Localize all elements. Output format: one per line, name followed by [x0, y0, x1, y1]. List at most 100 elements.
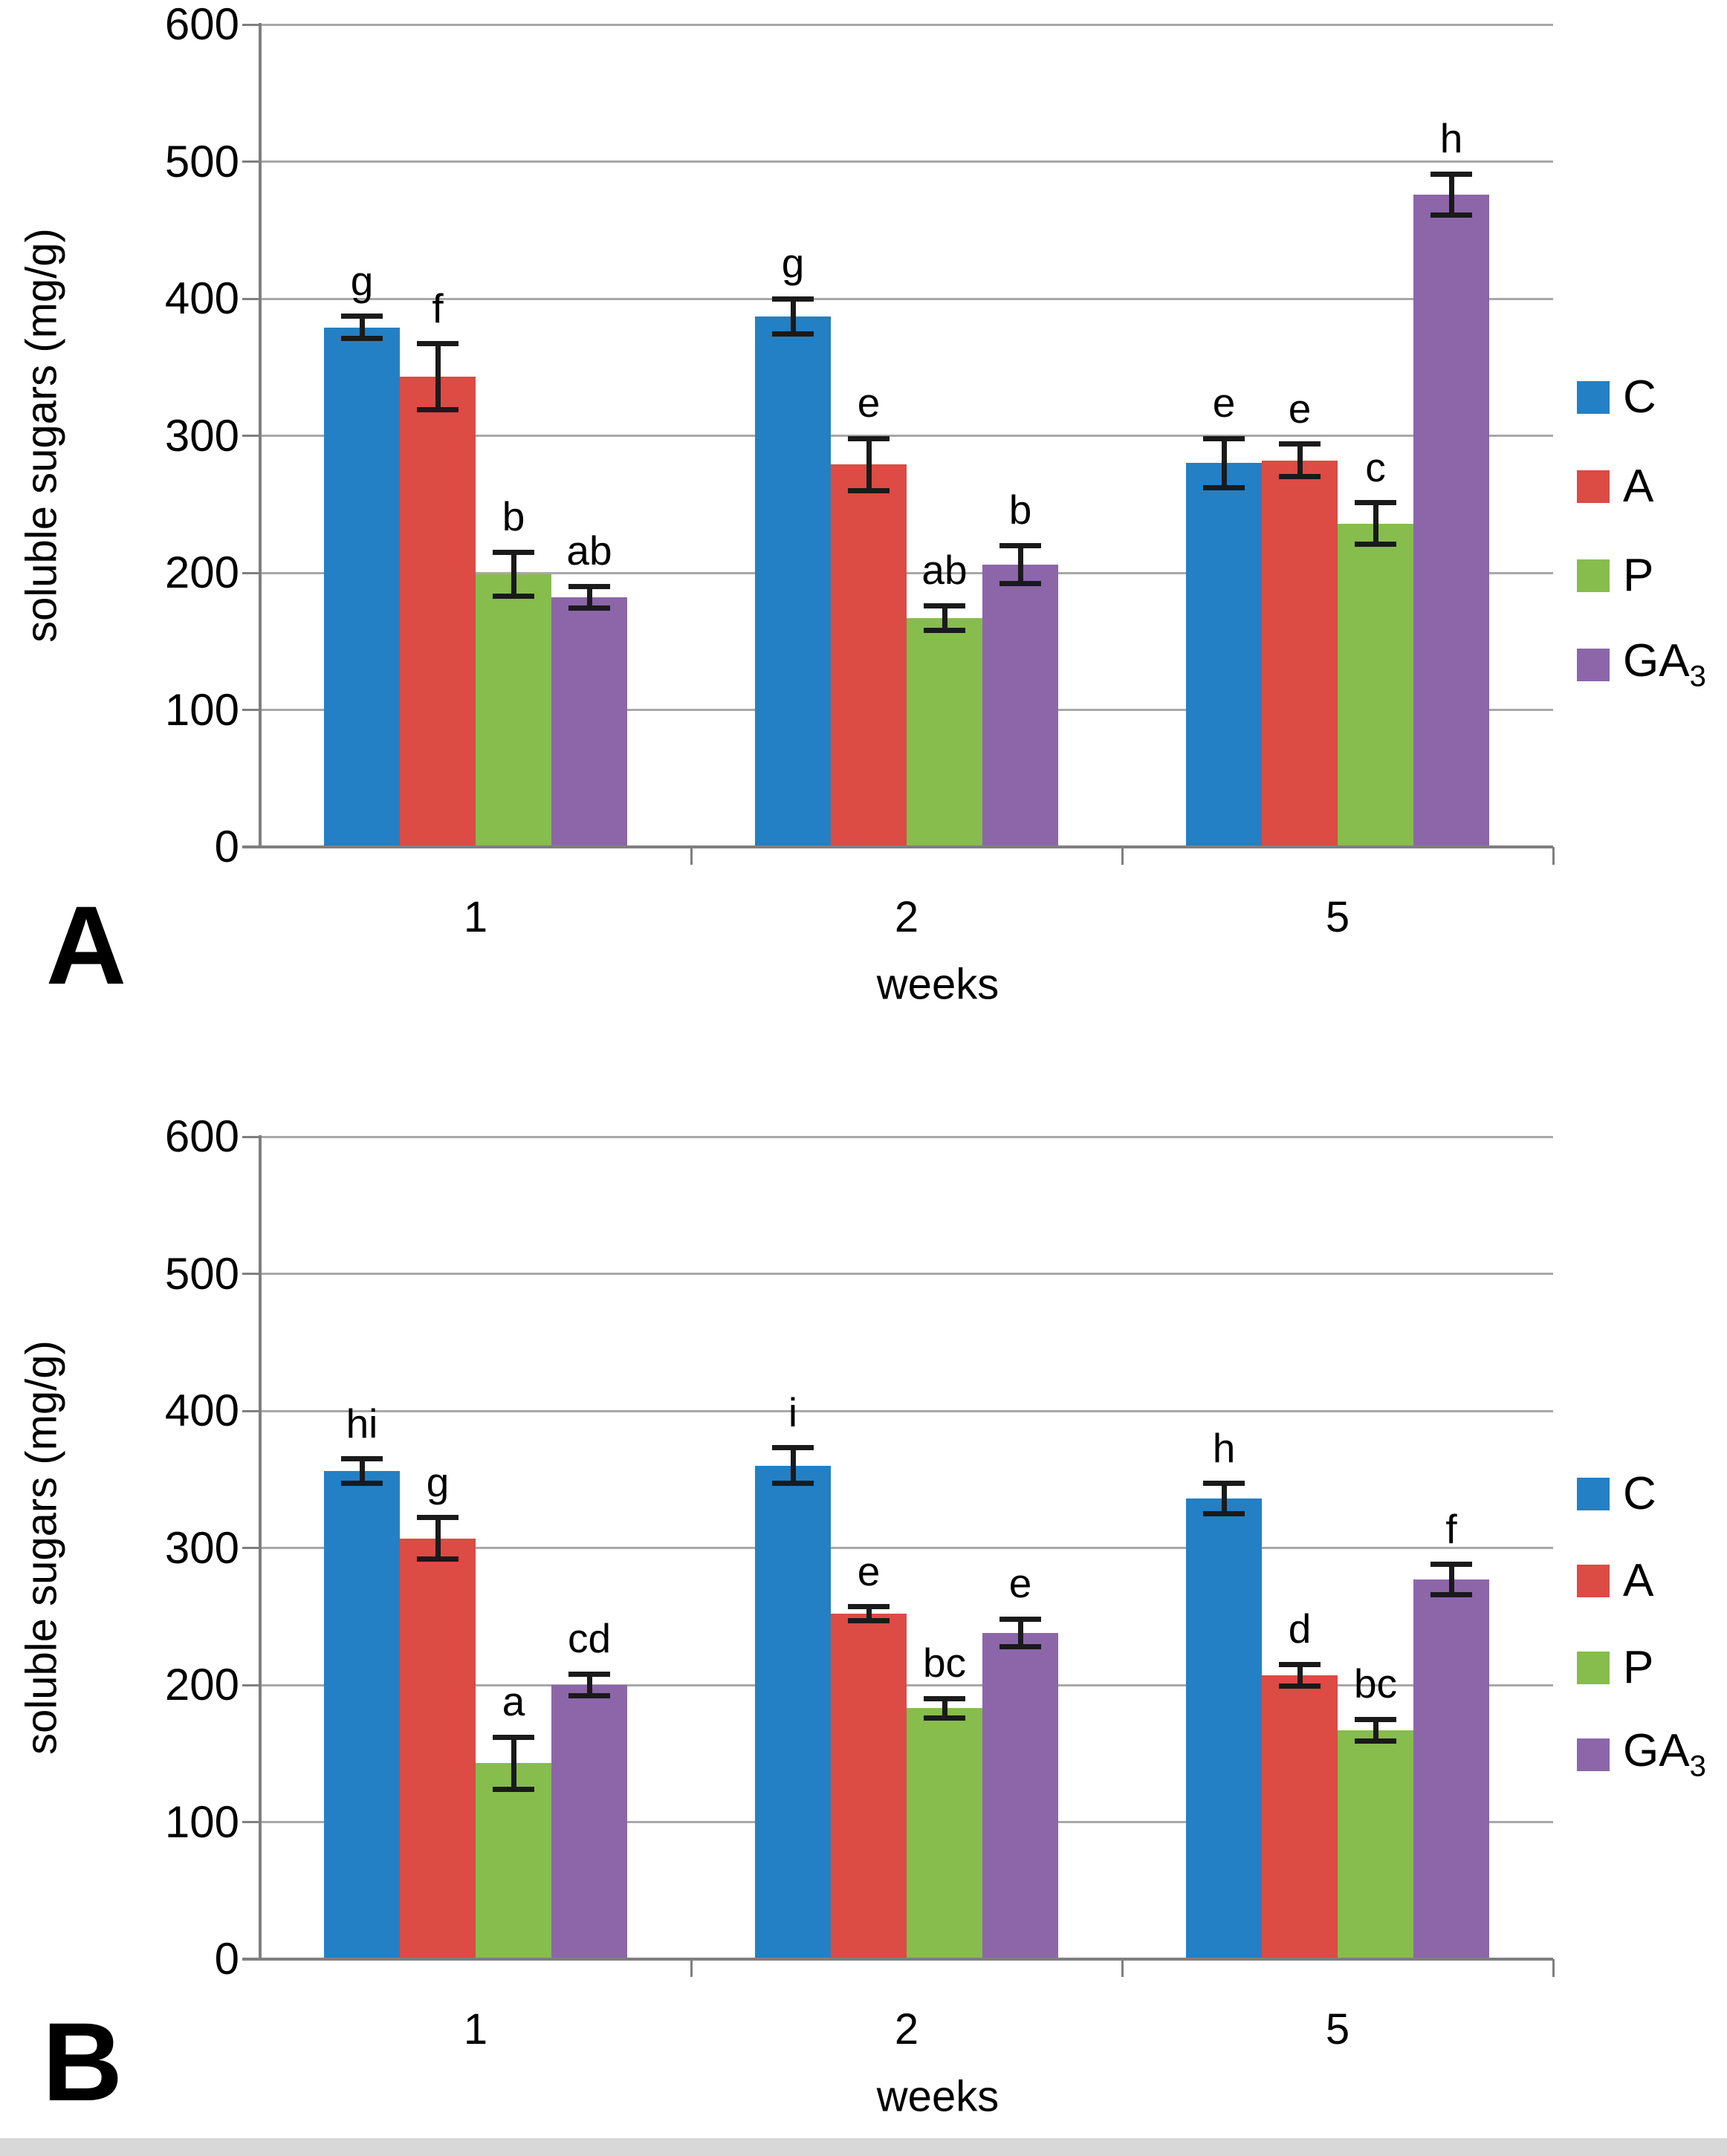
bar-P-week1	[476, 574, 551, 847]
y-tick-500	[242, 1273, 260, 1275]
y-tick-200	[242, 571, 260, 574]
error-bar-C-week1	[359, 1458, 365, 1484]
error-cap-bottom	[1430, 212, 1472, 218]
legend-label-GA3: GA3	[1623, 635, 1706, 693]
sig-letter-A-week2: e	[857, 380, 881, 426]
error-cap-bottom	[493, 593, 534, 599]
legend-swatch-A	[1577, 470, 1610, 503]
error-cap-bottom	[341, 1481, 383, 1487]
bar-GA3-week2	[982, 564, 1058, 847]
y-tick-label-600: 600	[164, 1111, 239, 1161]
error-cap-bottom	[568, 1693, 610, 1699]
error-bar-GA3-week5	[1448, 174, 1454, 215]
sig-letter-P-week2: bc	[922, 1640, 967, 1686]
error-cap-bottom	[999, 581, 1041, 587]
bar-P-week2	[907, 1708, 982, 1959]
bar-C-week1	[324, 327, 400, 847]
y-tick-300	[242, 435, 260, 437]
legend-swatch-C	[1577, 381, 1610, 414]
legend-swatch-A	[1577, 1565, 1610, 1597]
x-tick-1	[690, 1959, 693, 1977]
x-category-label-1: 1	[463, 2005, 488, 2053]
gridline-300	[260, 435, 1553, 437]
error-cap-top	[999, 1616, 1041, 1622]
legend-item-GA3: GA3	[1577, 1728, 1706, 1782]
error-cap-top	[1203, 1481, 1245, 1487]
legend-swatch-GA3	[1577, 1738, 1610, 1771]
error-cap-bottom	[1355, 541, 1396, 547]
y-tick-600	[242, 23, 260, 26]
gridline-200	[260, 571, 1553, 574]
error-cap-top	[1203, 435, 1245, 441]
x-axis-line	[242, 845, 1553, 848]
error-cap-bottom	[417, 406, 459, 412]
bottom-strip	[0, 2138, 1727, 2156]
error-cap-bottom	[493, 1786, 534, 1792]
y-tick-600	[242, 1135, 260, 1138]
error-cap-top	[568, 583, 610, 589]
gridline-500	[260, 160, 1553, 163]
bar-A-week5	[1262, 1675, 1338, 1959]
error-cap-bottom	[924, 1715, 965, 1721]
error-bar-P-week2	[942, 1698, 947, 1718]
legend-swatch-P	[1577, 559, 1610, 592]
error-cap-top	[417, 341, 459, 347]
error-bar-C-week2	[790, 1447, 796, 1484]
y-tick-label-100: 100	[164, 1796, 239, 1847]
gridline-400	[260, 297, 1553, 300]
sig-letter-GA3-week5: h	[1439, 115, 1463, 162]
x-tick-1	[690, 847, 693, 865]
legend-item-GA3: GA3	[1577, 638, 1706, 692]
legend-item-C: C	[1577, 1467, 1656, 1521]
bar-C-week2	[755, 1465, 831, 1959]
legend-label-P: P	[1623, 1642, 1654, 1693]
error-cap-top	[848, 1604, 890, 1610]
bar-GA3-week1	[551, 1685, 627, 1959]
error-bar-P-week5	[1373, 502, 1378, 545]
error-cap-bottom	[848, 487, 890, 493]
error-bar-C-week1	[359, 316, 365, 339]
sig-letter-C-week1: hi	[346, 1400, 378, 1446]
legend-label-C: C	[1623, 371, 1656, 423]
bar-A-week2	[831, 1614, 907, 1959]
error-cap-top	[924, 603, 965, 608]
x-tick-2	[1121, 1959, 1124, 1977]
x-category-label-1: 1	[463, 893, 488, 941]
error-bar-A-week1	[435, 343, 441, 410]
error-cap-top	[999, 542, 1041, 548]
gridline-300	[260, 1547, 1553, 1549]
legend-label-P: P	[1623, 550, 1654, 601]
bar-C-week1	[324, 1471, 400, 1959]
bar-P-week1	[476, 1763, 551, 1959]
error-cap-top	[1279, 1661, 1321, 1667]
error-bar-GA3-week2	[1017, 1619, 1023, 1647]
error-cap-top	[772, 1445, 814, 1451]
gridline-200	[260, 1683, 1553, 1686]
bar-P-week2	[907, 617, 982, 847]
error-bar-A-week1	[435, 1517, 441, 1559]
sig-letter-C-week5: h	[1212, 1424, 1236, 1471]
error-cap-bottom	[417, 1556, 459, 1562]
sig-letter-P-week1: a	[502, 1678, 525, 1725]
legend-item-P: P	[1577, 549, 1653, 603]
y-tick-label-400: 400	[164, 1386, 239, 1435]
bar-GA3-week5	[1413, 194, 1489, 847]
bar-A-week1	[400, 1538, 476, 1959]
sig-letter-C-week5: e	[1212, 380, 1236, 426]
y-tick-label-500: 500	[164, 136, 239, 186]
error-bar-C-week5	[1221, 438, 1227, 488]
bar-P-week5	[1338, 1730, 1413, 1959]
error-cap-top	[1279, 441, 1321, 447]
error-cap-top	[1355, 1716, 1396, 1722]
legend-label-A: A	[1623, 1555, 1654, 1606]
error-bar-P-week5	[1373, 1719, 1378, 1741]
sig-letter-C-week1: g	[350, 257, 374, 304]
x-tick-3	[1552, 847, 1555, 865]
sig-letter-P-week1: b	[502, 493, 525, 540]
error-cap-bottom	[1355, 1738, 1396, 1744]
error-cap-top	[924, 1695, 965, 1701]
y-tick-100	[242, 1821, 260, 1823]
bar-A-week5	[1262, 460, 1338, 847]
gridline-600	[260, 23, 1553, 26]
error-cap-top	[1430, 1562, 1472, 1568]
